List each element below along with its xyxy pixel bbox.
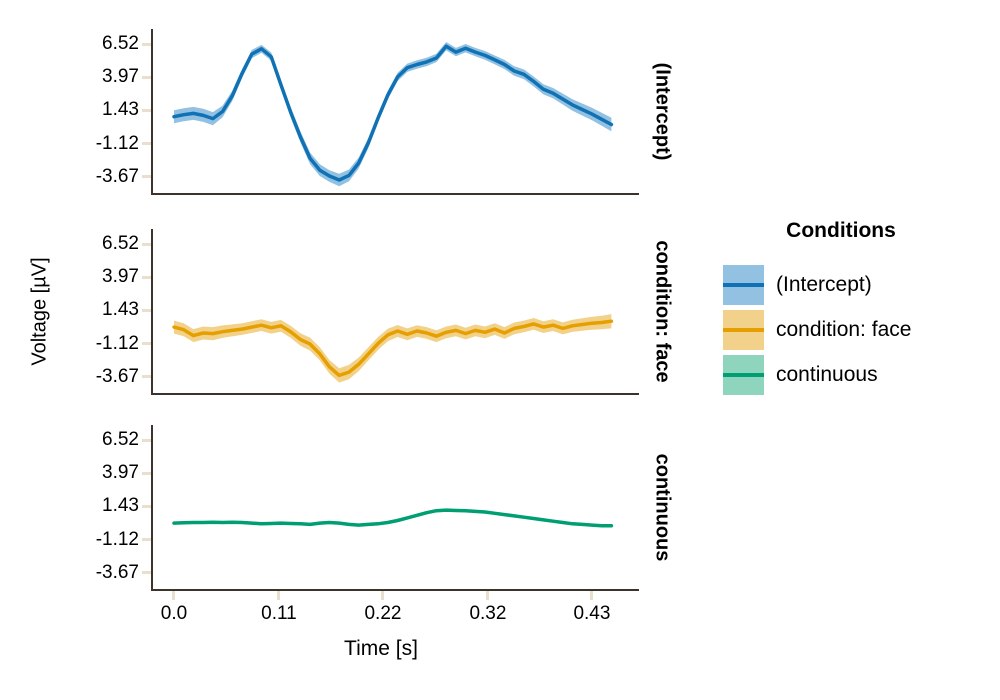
x-tick-label: 0.11 (261, 603, 297, 624)
legend-item: condition: face (723, 310, 973, 350)
legend-title: Conditions (786, 219, 896, 242)
y-tick (142, 438, 151, 442)
y-tick-label: -3.67 (95, 165, 139, 187)
y-tick-label: 3.97 (102, 66, 139, 88)
y-tick (142, 42, 151, 46)
y-tick-label: -3.67 (95, 365, 139, 387)
panel-label-intercept: (Intercept) (651, 62, 674, 160)
y-tick-label: 6.52 (102, 233, 139, 254)
confidence-band-intercept (174, 42, 612, 187)
x-tick (486, 591, 490, 600)
legend-swatch-line (723, 283, 764, 287)
y-tick-label: -3.67 (95, 561, 139, 583)
panel-label-wrap: (Intercept) (642, 29, 682, 193)
y-tick (142, 375, 151, 379)
subplot-intercept: 6.52 3.97 1.43 -1.12 -3.67 (Intercept) (96, 29, 674, 195)
y-tick-label: -1.12 (95, 332, 139, 354)
legend-swatch-intercept (723, 265, 764, 305)
x-tick (381, 591, 385, 600)
legend-item: (Intercept) (723, 265, 973, 305)
y-tick (142, 504, 151, 508)
x-tick-label: 0.22 (364, 603, 402, 624)
subplot-continuous: 6.52 3.97 1.43 -1.12 -3.67 0.0 0.11 0.22 0.32 0.4… (96, 425, 674, 624)
y-tick-label: 1.43 (102, 299, 139, 321)
y-tick (142, 275, 151, 279)
panel-label-wrap: condition: face (642, 229, 682, 393)
y-tick (142, 538, 151, 542)
series-line-condition-face (172, 319, 614, 378)
x-tick-label: 0.43 (573, 603, 611, 624)
y-tick (142, 75, 151, 79)
confidence-band-condition-face (174, 314, 612, 383)
legend-item-label: continuous (776, 363, 878, 386)
y-tick-label: 6.52 (102, 33, 139, 54)
x-tick (277, 591, 281, 600)
x-tick-label: 0.0 (160, 603, 188, 624)
y-tick-label: 1.43 (102, 99, 139, 121)
panel-label-wrap: continuous (642, 425, 682, 589)
legend: Conditions (Intercept) condition: face con… (723, 219, 973, 400)
y-tick-label: 6.52 (102, 429, 139, 450)
y-tick-label: -1.12 (95, 132, 139, 154)
y-tick (142, 471, 151, 475)
plot-area-condition-face (172, 314, 614, 383)
series-line-intercept (172, 44, 614, 182)
y-tick (142, 342, 151, 346)
y-tick (142, 142, 151, 146)
legend-item: continuous (723, 355, 973, 395)
plot-area-intercept (172, 42, 614, 187)
y-tick (142, 242, 151, 246)
y-tick-label: -1.12 (95, 528, 139, 550)
y-tick (142, 571, 151, 575)
legend-items: (Intercept) condition: face continuous (723, 265, 973, 395)
y-tick-label: 3.97 (102, 266, 139, 288)
y-tick (142, 175, 151, 179)
x-tick (590, 591, 594, 600)
series-line-continuous (172, 508, 614, 528)
legend-item-label: (Intercept) (776, 273, 872, 296)
y-axis-label: Voltage [µV] (28, 256, 51, 366)
legend-swatch-continuous (723, 355, 764, 395)
legend-swatch-line (723, 373, 764, 377)
y-tick (142, 108, 151, 112)
panel-label-condition-face: condition: face (651, 239, 674, 383)
y-axis-label-wrap: Voltage [µV] (8, 229, 72, 393)
y-tick-label: 1.43 (102, 495, 139, 517)
legend-item-label: condition: face (776, 318, 912, 341)
x-tick-label: 0.32 (469, 603, 507, 624)
legend-swatch-line (723, 328, 764, 332)
legend-swatch-condition-face (723, 310, 764, 350)
x-axis-label: Time [s] (344, 637, 418, 660)
plot-area-continuous (172, 508, 614, 528)
panel-label-continuous: continuous (651, 453, 674, 561)
y-tick-label: 3.97 (102, 462, 139, 484)
x-tick (172, 591, 176, 600)
subplot-condition-face: 6.52 3.97 1.43 -1.12 -3.67 condition: face (96, 229, 674, 395)
y-tick (142, 308, 151, 312)
